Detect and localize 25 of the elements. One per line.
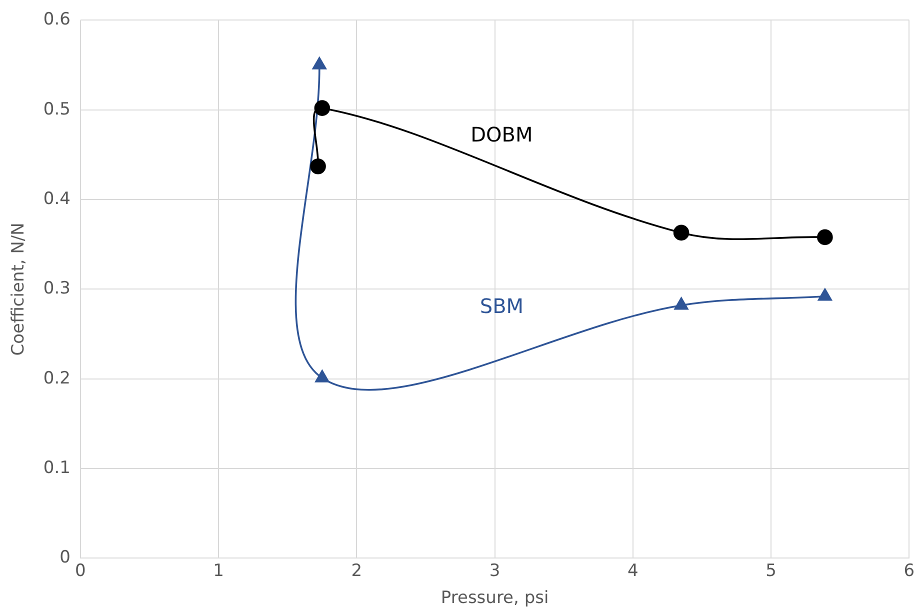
point xyxy=(315,370,330,382)
point xyxy=(818,288,832,301)
x-tick-label: 0 xyxy=(75,560,86,581)
x-tick-label: 1 xyxy=(213,560,224,581)
x-axis-title: Pressure, psi xyxy=(440,588,549,608)
point xyxy=(310,158,326,174)
y-tick-label: 0.3 xyxy=(43,278,70,299)
y-tick-label: 0 xyxy=(60,548,70,568)
point xyxy=(673,224,690,241)
y-tick-label: 0.1 xyxy=(43,458,70,478)
series-label: SBM xyxy=(480,294,524,318)
y-tick-label: 0.2 xyxy=(43,368,70,388)
point xyxy=(314,100,330,116)
y-tick-label: 0.6 xyxy=(43,10,70,30)
x-tick-label: 3 xyxy=(489,560,500,581)
series-label: DOBM xyxy=(470,122,533,147)
point xyxy=(674,297,688,310)
y-tick-label: 0.4 xyxy=(43,188,70,209)
x-tick-label: 4 xyxy=(628,560,638,581)
x-tick-label: 6 xyxy=(904,560,915,581)
y-axis-title: Coefficient, N/N xyxy=(8,222,29,356)
x-tick-label: 5 xyxy=(766,560,776,581)
x-tick-label: 2 xyxy=(351,560,362,581)
point xyxy=(817,229,833,246)
y-tick-label: 0.5 xyxy=(43,99,70,120)
